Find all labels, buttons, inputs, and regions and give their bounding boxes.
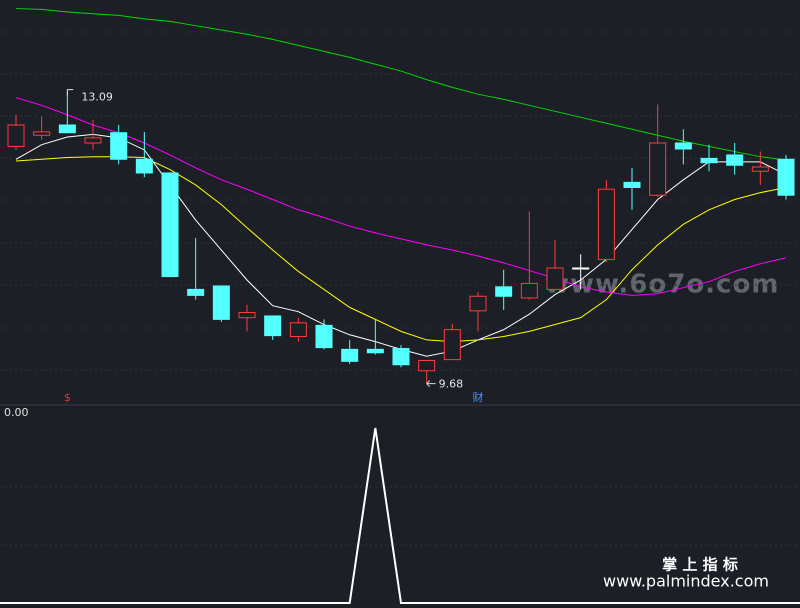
- candle-body: [597, 188, 615, 260]
- candle-body: [289, 322, 307, 338]
- candle-body: [572, 267, 590, 270]
- candle-body: [315, 324, 333, 349]
- candle-body: [495, 286, 513, 297]
- event-marker: 财: [473, 390, 484, 404]
- candle-body: [469, 295, 487, 312]
- indicator-value: 0.00: [4, 406, 29, 419]
- low-label: 9.68: [439, 378, 464, 391]
- brand-url: www.palmindex.com: [603, 572, 769, 591]
- candle-body: [777, 158, 795, 196]
- candle-body: [649, 142, 667, 196]
- candle-body: [700, 157, 718, 164]
- candle-body: [187, 288, 205, 296]
- candle-body: [161, 172, 179, 278]
- ma-line: [15, 97, 787, 296]
- ma-line: [15, 133, 787, 357]
- brand: 掌 上 指 标: [662, 556, 738, 574]
- ma-line: [15, 156, 787, 343]
- candle-body: [135, 158, 153, 174]
- candle-body: [110, 132, 128, 160]
- indicator-line: [0, 427, 800, 604]
- high-label: 13.09: [81, 91, 113, 104]
- candle-body: [58, 124, 76, 134]
- candle-body: [443, 329, 461, 361]
- candle-body: [84, 137, 102, 144]
- candle-body: [212, 285, 230, 320]
- candle-body: [623, 181, 641, 189]
- candle-body: [238, 312, 256, 319]
- candle-body: [546, 267, 564, 290]
- event-marker: $: [64, 391, 71, 404]
- candle-body: [7, 124, 25, 147]
- annotation-arrow: [66, 89, 74, 96]
- candle-body: [341, 348, 359, 362]
- candle-body: [366, 348, 384, 354]
- candle-body: [674, 142, 692, 150]
- candle-body: [264, 315, 282, 337]
- candle-body: [392, 347, 410, 366]
- candle-body: [33, 131, 51, 136]
- annotation-arrow: [426, 380, 436, 387]
- candle-body: [418, 359, 436, 372]
- candle-body: [751, 166, 769, 172]
- candle-body: [520, 282, 538, 299]
- candle-body: [726, 154, 744, 166]
